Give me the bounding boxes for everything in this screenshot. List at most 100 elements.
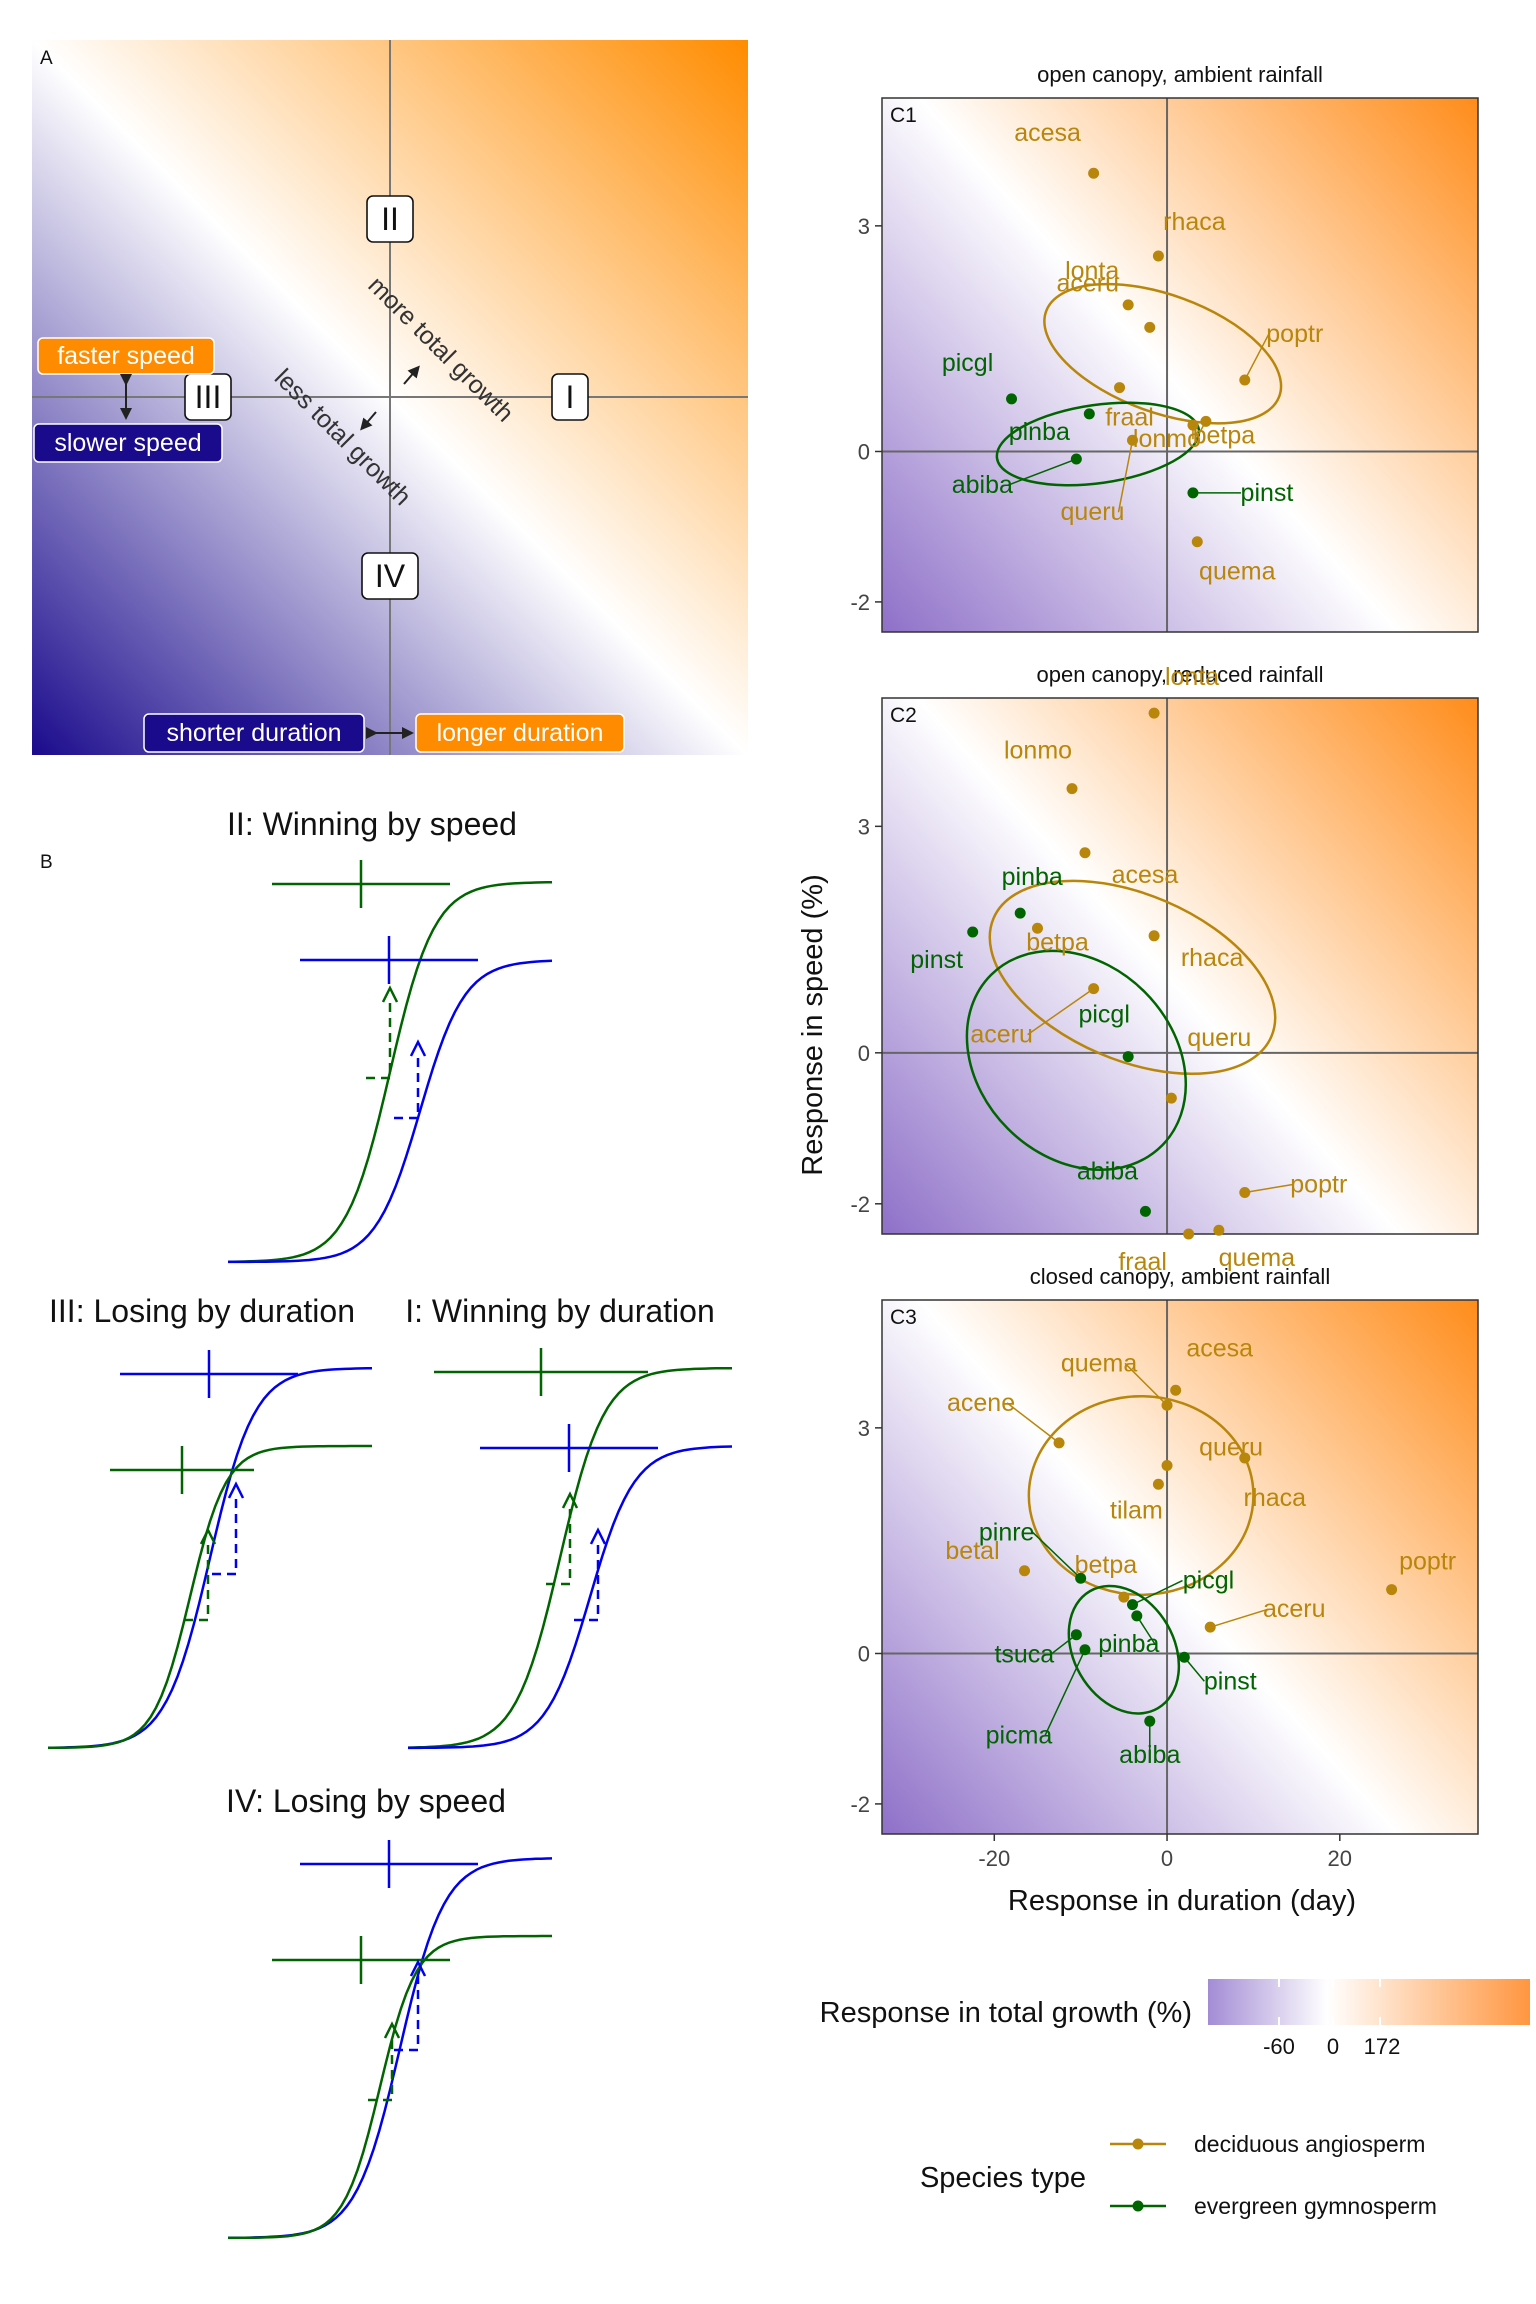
legend-evergreen-label: evergreen gymnosperm xyxy=(1194,2193,1437,2219)
point-acene xyxy=(1053,1437,1065,1449)
point-label-poptr: poptr xyxy=(1290,1170,1347,1198)
panel-id: C3 xyxy=(890,1306,917,1329)
point-label-fraal: fraal xyxy=(1105,404,1154,432)
point-label-poptr: poptr xyxy=(1399,1548,1456,1576)
point-label-betpa: betpa xyxy=(1075,1551,1138,1579)
curve-iii-green xyxy=(47,1444,372,1750)
point-label-picgl: picgl xyxy=(1078,1001,1129,1029)
point-label-abiba: abiba xyxy=(952,471,1013,499)
point-label-rhaca: rhaca xyxy=(1163,208,1226,236)
point-fraal xyxy=(1114,382,1126,394)
point-poptr xyxy=(1239,374,1251,386)
point-label-lonta: lonta xyxy=(1065,257,1119,285)
fill-legend-tick-zero: 0 xyxy=(1327,2034,1339,2059)
panel-b: B II: Winning by speed III: Losing by du… xyxy=(40,806,733,2240)
point-label-pinba: pinba xyxy=(1009,418,1070,446)
point-betal xyxy=(1019,1565,1031,1577)
panel-a: A II III I IV more total growth less tot… xyxy=(32,40,748,755)
panel-title: open canopy, reduced rainfall xyxy=(1036,662,1323,687)
point-label-betal: betal xyxy=(945,1537,999,1565)
deciduous-ellipse xyxy=(1043,282,1283,425)
label-leader xyxy=(1136,1615,1156,1645)
cross-ii-green xyxy=(272,860,450,908)
evergreen-ellipse xyxy=(965,949,1188,1172)
point-label-quema: quema xyxy=(1199,558,1276,586)
slower-speed-badge: slower speed xyxy=(33,423,223,463)
quadrant-box-iii: III xyxy=(184,373,232,421)
quadrant-box-iv: IV xyxy=(361,552,419,600)
label-leader xyxy=(1132,1579,1183,1606)
x-tick-label: 20 xyxy=(1328,1846,1352,1871)
more-growth-arrow xyxy=(403,365,420,385)
cross-iii-green xyxy=(110,1446,254,1494)
point-label-queru: queru xyxy=(1187,1024,1251,1052)
point-label-abiba: abiba xyxy=(1119,1741,1180,1769)
legend-evergreen-dot xyxy=(1132,2200,1144,2212)
legend-deciduous-label: deciduous angiosperm xyxy=(1194,2131,1425,2157)
faster-speed-label: faster speed xyxy=(57,342,195,370)
point-label-fraal: fraal xyxy=(1118,1248,1167,1276)
point-label-acesa: acesa xyxy=(1014,119,1081,147)
quadrant-label-i: I xyxy=(566,379,575,415)
point-label-pinst: pinst xyxy=(1204,1667,1257,1695)
point-picgl xyxy=(1126,1599,1138,1611)
less-growth-arrow xyxy=(360,411,377,431)
point-label-pinba: pinba xyxy=(1002,863,1063,891)
c-x-axis-title: Response in duration (day) xyxy=(1008,1885,1356,1917)
point-label-pinre: pinre xyxy=(979,1518,1035,1546)
panel-b-title-i: I: Winning by duration xyxy=(405,1293,715,1329)
panel-c3: closed canopy, ambient rainfallC3-203-20… xyxy=(850,1264,1479,1871)
point-label-rhaca: rhaca xyxy=(1244,1484,1307,1512)
panel-border xyxy=(881,97,1479,633)
dash-ii-green xyxy=(366,985,399,1080)
x-tick-label: -20 xyxy=(978,1846,1010,1871)
point-picgl xyxy=(1006,393,1018,405)
quadrant-label-ii: II xyxy=(381,201,399,237)
cross-ii-blue xyxy=(300,936,478,984)
growth-curves xyxy=(47,860,733,2240)
y-tick-label: 3 xyxy=(858,814,870,839)
point-label-lonmo: lonmo xyxy=(1004,737,1072,765)
point-label-acesa: acesa xyxy=(1186,1334,1253,1362)
point-quema xyxy=(1213,1224,1225,1236)
slower-speed-label: slower speed xyxy=(54,429,201,457)
point-poptr xyxy=(1239,1186,1251,1198)
point-label-pinst: pinst xyxy=(910,946,963,974)
point-betpa xyxy=(1118,1591,1130,1603)
fill-legend-bar xyxy=(1208,1979,1530,2025)
panel-b-title-iii: III: Losing by duration xyxy=(49,1293,355,1329)
point-rhaca xyxy=(1152,250,1164,262)
point-label-aceru: aceru xyxy=(1263,1595,1326,1623)
cross-iv-green xyxy=(272,1936,450,1984)
point-pinst xyxy=(1178,1651,1190,1663)
point-pinst xyxy=(967,926,979,938)
point-label-betpa: betpa xyxy=(1193,421,1256,449)
point-lonta xyxy=(1148,707,1160,719)
panel-id: C2 xyxy=(890,704,917,727)
deciduous-ellipse xyxy=(988,879,1277,1076)
faster-speed-badge: faster speed xyxy=(37,337,215,375)
point-label-picma: picma xyxy=(986,1722,1053,1750)
point-label-picgl: picgl xyxy=(942,349,993,377)
point-pinba xyxy=(1131,1610,1143,1622)
point-label-tilam: tilam xyxy=(1110,1496,1163,1524)
label-leader xyxy=(1006,1402,1060,1444)
curve-ii-blue xyxy=(228,959,553,1264)
point-aceru xyxy=(1088,983,1100,995)
point-label-acene: acene xyxy=(947,1389,1015,1417)
fill-legend-tick-min: -60 xyxy=(1263,2034,1295,2059)
curve-iii-blue xyxy=(48,1367,372,1749)
cross-i-blue xyxy=(480,1424,658,1472)
panel-c1: open canopy, ambient rainfall C1 -2 0 3 acesa… xyxy=(850,62,1479,633)
y-tick-label: 0 xyxy=(858,439,870,464)
panel-b-title-iv: IV: Losing by speed xyxy=(226,1783,506,1819)
panel-title: open canopy, ambient rainfall xyxy=(1037,62,1323,87)
y-tick-label: -2 xyxy=(850,1192,870,1217)
point-pinst xyxy=(1187,487,1199,499)
species-legend-title: Species type xyxy=(920,2162,1086,2194)
label-leader xyxy=(1124,1362,1168,1406)
point-label-queru: queru xyxy=(1199,1433,1263,1461)
y-tick-label: 3 xyxy=(858,214,870,239)
point-label-pinst: pinst xyxy=(1241,479,1294,507)
dash-ii-blue xyxy=(394,1039,427,1120)
